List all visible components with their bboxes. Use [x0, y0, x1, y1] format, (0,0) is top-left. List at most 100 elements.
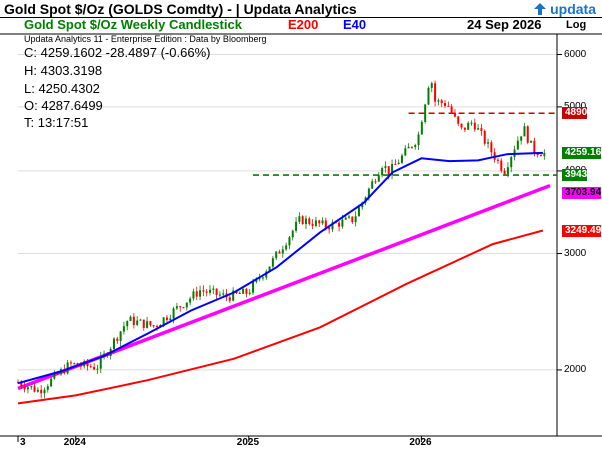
y-tick-3000: 3000	[564, 247, 587, 259]
y-tick-6000: 6000	[564, 48, 587, 60]
candle-body	[248, 292, 251, 294]
legend-e40: E40	[343, 17, 367, 32]
candle-body	[96, 368, 99, 370]
candle-body	[182, 307, 185, 309]
candle-body	[440, 100, 443, 104]
x-tick-2024: 2024	[63, 437, 86, 448]
candle-body	[79, 365, 82, 367]
candle-body	[285, 245, 288, 250]
candle-body	[149, 321, 152, 326]
candle-body	[288, 237, 291, 246]
ohlc-time: T: 13:17:51	[24, 115, 89, 130]
candle-body	[139, 319, 142, 321]
candle-body	[136, 320, 139, 325]
candle-body	[424, 104, 427, 122]
legend-e200: E200	[288, 17, 319, 32]
candle-body	[50, 378, 53, 387]
candle-body	[40, 389, 43, 394]
candle-body	[450, 106, 453, 113]
moving-averages	[17, 151, 544, 405]
candle-body	[434, 83, 437, 102]
candle-body	[298, 216, 301, 222]
candle-body	[30, 386, 33, 388]
candle-body	[367, 188, 370, 198]
candle-body	[291, 230, 294, 238]
candle-body	[66, 362, 69, 374]
candle-body	[36, 389, 39, 392]
candle-body	[242, 288, 245, 294]
candle-body	[437, 100, 440, 102]
candle-body	[165, 317, 168, 321]
candle-body	[460, 123, 463, 128]
candle-body	[228, 297, 231, 301]
candle-body	[275, 251, 278, 259]
e200-tag: 3249.49	[562, 224, 602, 237]
candle-body	[23, 386, 26, 390]
y-tick-2000: 2000	[564, 363, 587, 375]
candle-body	[142, 319, 145, 328]
candle-body	[324, 220, 327, 228]
candle-body	[258, 278, 261, 280]
chart-name: Gold Spot $/Oz Weekly Candlestick	[24, 17, 242, 32]
candle-body	[301, 216, 304, 225]
candle-body	[331, 222, 334, 230]
candle-body	[69, 362, 72, 364]
candle-body	[43, 389, 46, 394]
candle-body	[26, 387, 29, 390]
candle-body	[311, 223, 314, 226]
candle-body	[304, 218, 307, 225]
candle-body	[540, 155, 543, 157]
candle-body	[281, 249, 284, 254]
candle-body	[199, 290, 202, 297]
candle-body	[487, 142, 490, 144]
candle-body	[407, 146, 410, 149]
candle-body	[530, 140, 533, 143]
candle-body	[175, 306, 178, 309]
candle-body	[510, 157, 513, 168]
candle-body	[238, 292, 241, 294]
candle-body	[76, 363, 79, 366]
candle-body	[46, 386, 49, 390]
candle-body	[404, 148, 407, 156]
chart-frame	[0, 17, 602, 452]
candle-body	[156, 326, 159, 328]
candle-body	[526, 126, 529, 143]
candle-body	[195, 291, 198, 297]
candle-body	[348, 216, 351, 218]
candle-body	[457, 116, 460, 124]
candle-body	[374, 181, 377, 183]
candle-body	[453, 112, 456, 117]
candle-body	[169, 318, 172, 321]
title-bar: Gold Spot $/Oz (GOLDS Comdty) - | Updata…	[0, 0, 602, 17]
candle-body	[417, 134, 420, 146]
candle-body	[189, 298, 192, 303]
candle-body	[473, 122, 476, 130]
candle-body	[222, 293, 225, 295]
candle-body	[205, 291, 208, 293]
candle-body	[394, 163, 397, 165]
candle-body	[33, 386, 36, 392]
candle-body	[381, 168, 384, 176]
y-tick-5000: 5000	[564, 101, 586, 112]
candles	[17, 80, 546, 399]
updata-logo-icon	[534, 2, 547, 15]
candle-body	[536, 153, 539, 156]
ohlc-open: O: 4287.6499	[24, 98, 103, 113]
candle-body	[112, 338, 115, 349]
candle-body	[268, 266, 271, 272]
candle-body	[56, 372, 59, 375]
candle-body	[271, 258, 274, 267]
candle-body	[212, 288, 215, 290]
candle-body	[470, 122, 473, 124]
candle-body	[202, 290, 205, 292]
candle-body	[318, 220, 321, 224]
candle-body	[129, 316, 132, 322]
candle-body	[420, 121, 423, 135]
candle-body	[387, 166, 390, 176]
candle-body	[53, 372, 56, 379]
candle-body	[506, 167, 509, 174]
candle-body	[89, 366, 92, 368]
candle-body	[447, 105, 450, 107]
candle-body	[503, 170, 506, 174]
